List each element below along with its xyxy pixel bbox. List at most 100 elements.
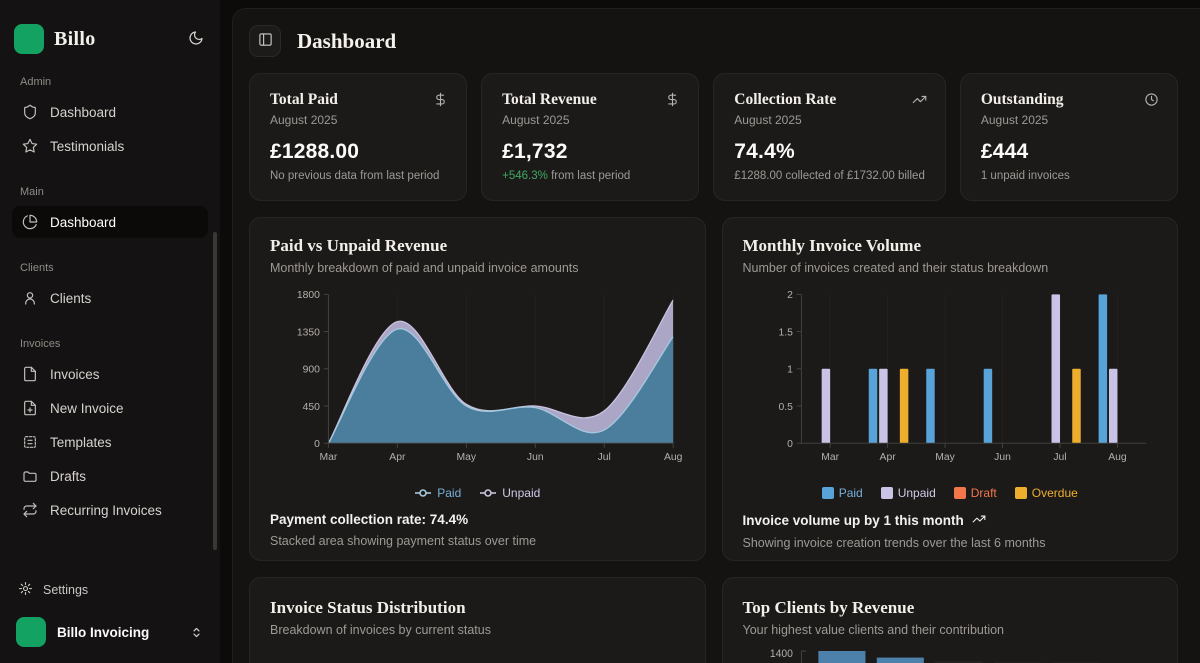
stat-title: Total Paid [270, 91, 338, 108]
stat-note: +546.3% from last period [502, 170, 631, 182]
paid-vs-unpaid-card: Paid vs Unpaid Revenue Monthly breakdown… [249, 217, 706, 561]
legend-item-unpaid[interactable]: Unpaid [880, 486, 936, 500]
sidebar-section-label-main: Main [20, 186, 44, 198]
legend-label: Draft [970, 486, 997, 500]
sidebar-toggle-button[interactable] [249, 25, 281, 57]
chart-subtitle: Monthly breakdown of paid and unpaid inv… [270, 261, 579, 275]
app-brand: Billo [54, 27, 96, 50]
invoice-volume-bar-chart: 0 0.5 1 1.5 2 Mar Apr May Jun Jul Aug [778, 290, 1146, 463]
stat-value: 74.4% [734, 140, 795, 163]
svg-text:0: 0 [314, 439, 320, 450]
svg-text:1: 1 [787, 365, 793, 376]
sidebar-item-label: Drafts [50, 468, 87, 484]
stat-note: 1 unpaid invoices [980, 170, 1070, 182]
moon-icon [189, 30, 203, 45]
svg-text:1.5: 1.5 [778, 327, 793, 338]
stat-note-highlight: +546.3% [502, 170, 548, 182]
stat-card-total-revenue: Total Revenue August 2025 £1,732 +546.3% fr… [481, 73, 700, 201]
main-panel: Dashboard Total Paid August 2025 £1288.00 N… [232, 8, 1200, 663]
sidebar-section-label-admin: Admin [20, 76, 52, 88]
sidebar-header: Billo [0, 0, 220, 62]
svg-text:Apr: Apr [389, 452, 406, 463]
sidebar-item-drafts[interactable]: Drafts [12, 460, 208, 492]
svg-text:Mar: Mar [821, 452, 839, 463]
stat-value: £1288.00 [270, 140, 360, 163]
stat-period: August 2025 [980, 113, 1049, 127]
sidebar-item-recurring-invoices[interactable]: Recurring Invoices [12, 494, 208, 526]
stat-card-collection-rate: Collection Rate August 2025 74.4% £1288.00 … [713, 73, 946, 201]
sidebar-item-settings[interactable]: Settings [16, 575, 204, 605]
legend-swatch [953, 487, 966, 499]
chart-footer-bold-text: Invoice volume up by 1 this month [742, 513, 964, 528]
panel-left-icon [258, 33, 272, 46]
svg-text:1350: 1350 [297, 327, 320, 338]
trending-up-icon [972, 515, 986, 523]
sidebar-scrollbar-thumb[interactable] [213, 232, 217, 550]
svg-text:1800: 1800 [297, 290, 320, 301]
area-chart-legend: Paid Unpaid [270, 486, 685, 500]
trending-up-icon [972, 512, 986, 529]
sidebar-item-new-invoice[interactable]: New Invoice [12, 392, 208, 424]
chart-title: Invoice Status Distribution [270, 598, 466, 617]
chart-footer-note: Showing invoice creation trends over the… [742, 536, 1046, 550]
sidebar: Billo Admin Dashboard Testimonials Main Dash… [0, 0, 220, 663]
legend-swatch [880, 487, 893, 499]
stat-period: August 2025 [270, 113, 338, 127]
sidebar-item-templates[interactable]: Templates [12, 426, 208, 458]
sidebar-item-dashboard[interactable]: Dashboard [12, 206, 208, 238]
sidebar-footer: Settings Billo Invoicing [0, 565, 220, 663]
sidebar-section-label-clients: Clients [20, 262, 54, 274]
chevrons-up-down-icon [193, 627, 200, 637]
svg-text:Aug: Aug [664, 452, 683, 463]
moon-icon [188, 30, 204, 49]
svg-text:Jun: Jun [994, 452, 1011, 463]
template-icon [24, 436, 36, 448]
sidebar-item-testimonials[interactable]: Testimonials [12, 130, 208, 162]
legend-label: Unpaid [502, 486, 541, 500]
theme-toggle-button[interactable] [188, 30, 204, 49]
workspace-avatar [16, 617, 46, 647]
stat-title: Total Revenue [502, 91, 597, 108]
dollar-icon [436, 92, 445, 107]
legend-label: Paid [838, 486, 863, 500]
top-clients-card: Top Clients by Revenue Your highest valu… [721, 577, 1178, 663]
svg-text:0.5: 0.5 [778, 402, 793, 413]
folder-icon [23, 471, 37, 482]
legend-item-paid[interactable]: Paid [414, 486, 461, 500]
chart-footer-bold: Invoice volume up by 1 this month [743, 512, 1158, 529]
user-icon [25, 292, 35, 305]
trending-up-icon [912, 95, 927, 104]
gear-icon [18, 581, 33, 599]
sidebar-item-dashboard[interactable]: Dashboard [12, 96, 208, 128]
stat-title: Collection Rate [734, 91, 837, 108]
sidebar-item-invoices[interactable]: Invoices [12, 358, 208, 390]
legend-item-draft[interactable]: Draft [953, 486, 997, 500]
stat-card-total-paid: Total Paid August 2025 £1288.00 No previous… [249, 73, 468, 201]
star-icon [22, 138, 38, 153]
page-title: Dashboard [297, 28, 397, 53]
chart-footer-note: Stacked area showing payment status over… [270, 534, 537, 548]
sidebar-item-label: Invoices [50, 366, 100, 382]
pie-chart-icon [22, 214, 38, 230]
sidebar-item-clients[interactable]: Clients [12, 282, 208, 314]
workspace-switcher[interactable]: Billo Invoicing [16, 617, 204, 647]
repeat-icon [23, 502, 37, 518]
sidebar-item-label: Dashboard [50, 104, 117, 120]
chart-subtitle: Breakdown of invoices by current status [270, 623, 491, 637]
charts-row: Paid vs Unpaid Revenue Monthly breakdown… [249, 217, 1178, 561]
sidebar-nav: Admin Dashboard Testimonials Main Dashboard C… [0, 62, 220, 565]
file-icon [24, 366, 36, 382]
sidebar-item-label: Recurring Invoices [50, 502, 162, 518]
stat-cards-row: Total Paid August 2025 £1288.00 No previous… [249, 73, 1178, 201]
page-header: Dashboard [249, 19, 1178, 63]
clock-icon [1145, 93, 1158, 106]
workspace-label: Billo Invoicing [57, 624, 150, 640]
app-logo [14, 24, 44, 54]
file-plus-icon [24, 400, 36, 416]
stat-card-outstanding: Outstanding August 2025 £444 1 unpaid invoi… [959, 73, 1178, 201]
legend-swatch [821, 487, 834, 499]
legend-item-paid[interactable]: Paid [821, 486, 863, 500]
legend-item-overdue[interactable]: Overdue [1014, 486, 1078, 500]
stat-value: £444 [980, 140, 1029, 163]
legend-item-unpaid[interactable]: Unpaid [479, 486, 540, 500]
